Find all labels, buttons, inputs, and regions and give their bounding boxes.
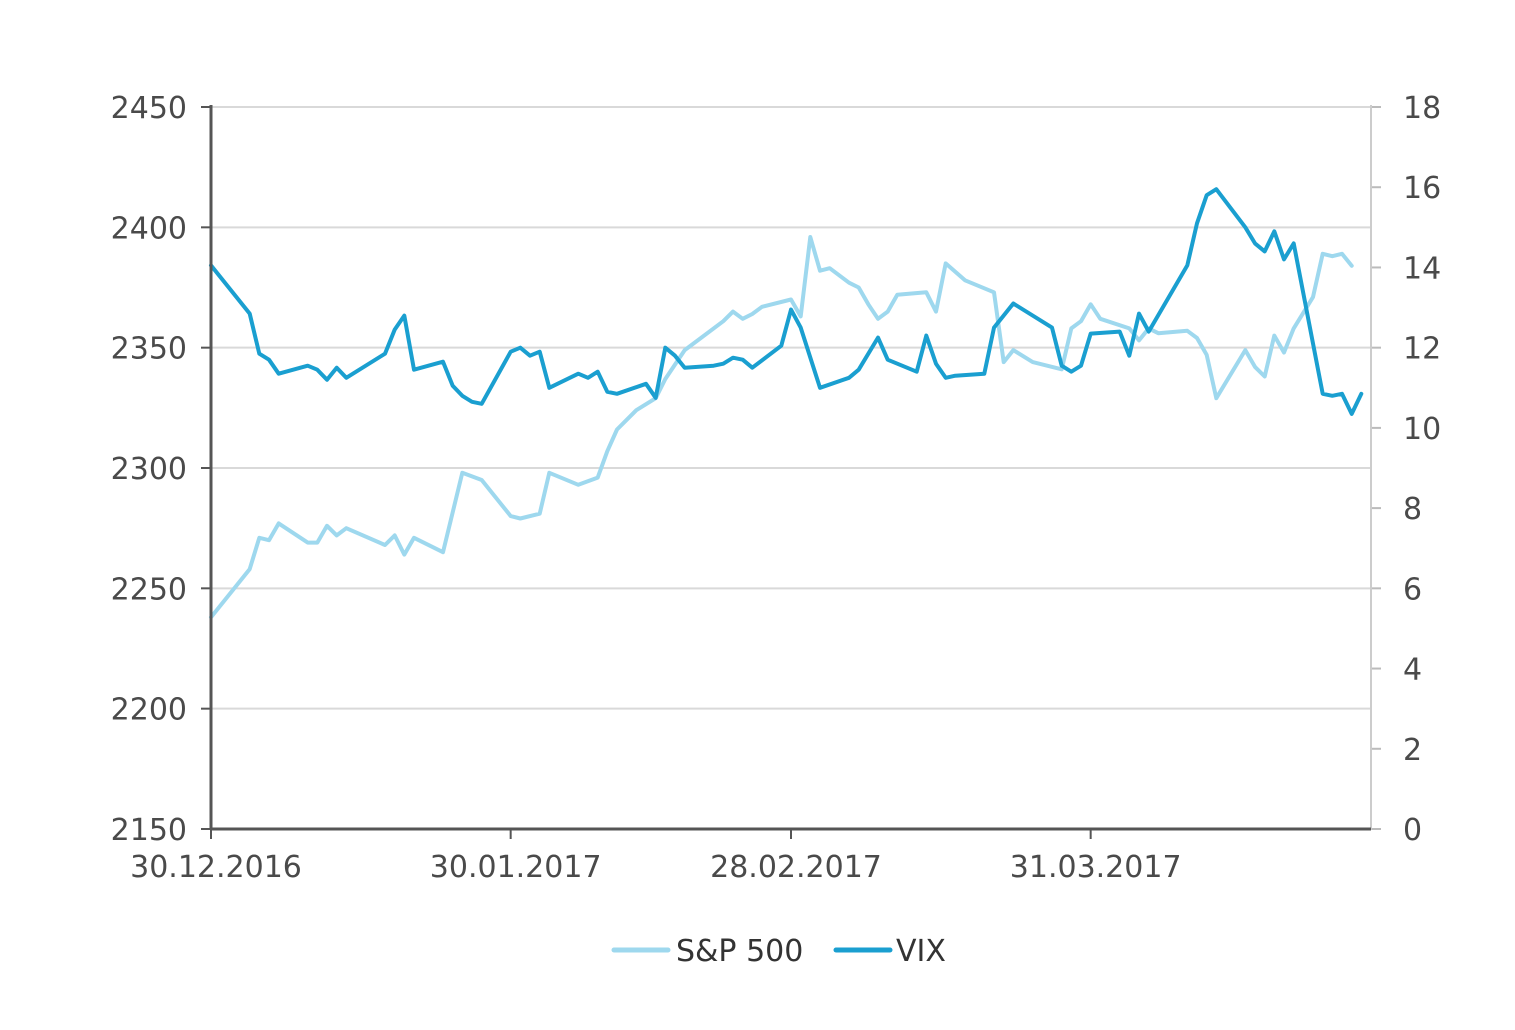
right-tick-label: 18 xyxy=(1403,91,1441,126)
right-tick-label: 14 xyxy=(1403,251,1441,286)
legend-label-vix: VIX xyxy=(896,934,946,969)
right-tick-label: 16 xyxy=(1403,171,1441,206)
gridlines xyxy=(211,106,1371,710)
legend: S&P 500 VIX xyxy=(611,934,946,969)
right-tick-label: 12 xyxy=(1403,332,1441,367)
right-tick-label: 6 xyxy=(1403,572,1422,607)
legend-label-sp500: S&P 500 xyxy=(676,934,803,969)
series-lines xyxy=(209,187,1364,620)
x-tick-label: 31.03.2017 xyxy=(1010,850,1182,885)
series-line-vix xyxy=(209,187,1364,416)
left-tick-label: 2450 xyxy=(111,91,187,126)
left-tick-label: 2350 xyxy=(111,332,187,367)
right-tick-label: 0 xyxy=(1403,813,1422,848)
axes: 2150 2200 2250 2300 2350 2400 2450 0 2 4 6 8 10 12 14 1… xyxy=(111,91,1442,885)
right-tick-label: 4 xyxy=(1403,653,1422,688)
left-tick-label: 2300 xyxy=(111,452,187,487)
left-tick-label: 2200 xyxy=(111,693,187,728)
right-tick-label: 2 xyxy=(1403,733,1422,768)
x-tick-label: 28.02.2017 xyxy=(710,850,882,885)
x-tick-label: 30.01.2017 xyxy=(430,850,602,885)
left-tick-label: 2150 xyxy=(111,813,187,848)
right-tick-label: 10 xyxy=(1403,412,1441,447)
left-tick-label: 2400 xyxy=(111,211,187,246)
right-tick-label: 8 xyxy=(1403,492,1422,527)
left-tick-label: 2250 xyxy=(111,572,187,607)
x-tick-label: 30.12.2016 xyxy=(130,850,302,885)
series-line-sp500 xyxy=(209,235,1354,620)
